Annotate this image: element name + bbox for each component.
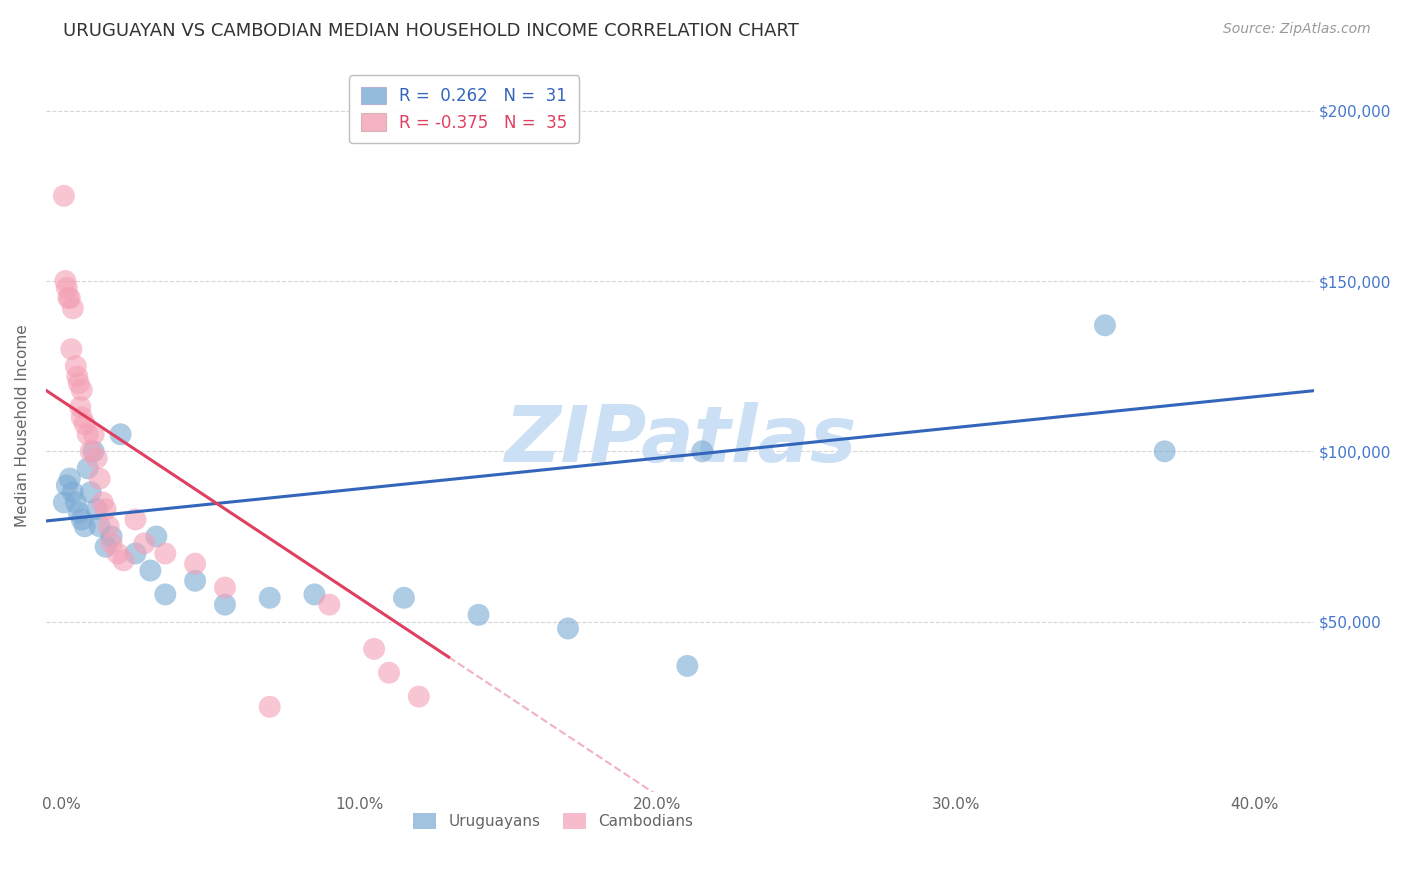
Point xyxy=(139,564,162,578)
Point xyxy=(89,472,111,486)
Point xyxy=(86,502,108,516)
Point xyxy=(318,598,340,612)
Point xyxy=(52,189,75,203)
Point xyxy=(97,519,120,533)
Point xyxy=(67,506,90,520)
Point xyxy=(80,485,103,500)
Point xyxy=(259,699,281,714)
Point xyxy=(70,512,93,526)
Point xyxy=(69,400,91,414)
Point xyxy=(107,547,129,561)
Point xyxy=(65,359,87,374)
Text: ZIPatlas: ZIPatlas xyxy=(503,402,856,478)
Point xyxy=(110,427,132,442)
Point xyxy=(363,641,385,656)
Point xyxy=(62,301,84,316)
Point xyxy=(259,591,281,605)
Point xyxy=(67,376,90,391)
Point xyxy=(83,444,105,458)
Point xyxy=(73,519,96,533)
Point xyxy=(91,495,114,509)
Point xyxy=(214,581,236,595)
Point xyxy=(83,427,105,442)
Point xyxy=(73,417,96,431)
Text: Source: ZipAtlas.com: Source: ZipAtlas.com xyxy=(1223,22,1371,37)
Point xyxy=(62,485,84,500)
Point xyxy=(86,451,108,466)
Point xyxy=(56,281,79,295)
Point xyxy=(690,444,713,458)
Point xyxy=(52,495,75,509)
Point xyxy=(89,519,111,533)
Point xyxy=(134,536,156,550)
Point xyxy=(59,291,82,305)
Point xyxy=(94,540,117,554)
Point xyxy=(76,461,98,475)
Point xyxy=(408,690,430,704)
Point xyxy=(112,553,135,567)
Point xyxy=(70,383,93,397)
Point xyxy=(100,536,122,550)
Y-axis label: Median Household Income: Median Household Income xyxy=(15,325,30,527)
Point xyxy=(304,587,326,601)
Point xyxy=(76,427,98,442)
Point xyxy=(1094,318,1116,333)
Point xyxy=(100,529,122,543)
Legend: Uruguayans, Cambodians: Uruguayans, Cambodians xyxy=(406,807,699,836)
Point xyxy=(58,291,80,305)
Point xyxy=(60,342,83,356)
Point xyxy=(94,502,117,516)
Point xyxy=(214,598,236,612)
Point xyxy=(467,607,489,622)
Point xyxy=(392,591,415,605)
Point xyxy=(53,274,76,288)
Point xyxy=(65,495,87,509)
Point xyxy=(70,410,93,425)
Point xyxy=(56,478,79,492)
Point xyxy=(145,529,167,543)
Point xyxy=(557,622,579,636)
Point xyxy=(1153,444,1175,458)
Point xyxy=(378,665,401,680)
Point xyxy=(184,574,207,588)
Point xyxy=(124,547,146,561)
Point xyxy=(59,472,82,486)
Point xyxy=(155,547,177,561)
Point xyxy=(184,557,207,571)
Point xyxy=(155,587,177,601)
Point xyxy=(80,444,103,458)
Point xyxy=(66,369,89,384)
Text: URUGUAYAN VS CAMBODIAN MEDIAN HOUSEHOLD INCOME CORRELATION CHART: URUGUAYAN VS CAMBODIAN MEDIAN HOUSEHOLD … xyxy=(63,22,799,40)
Point xyxy=(676,659,699,673)
Point xyxy=(124,512,146,526)
